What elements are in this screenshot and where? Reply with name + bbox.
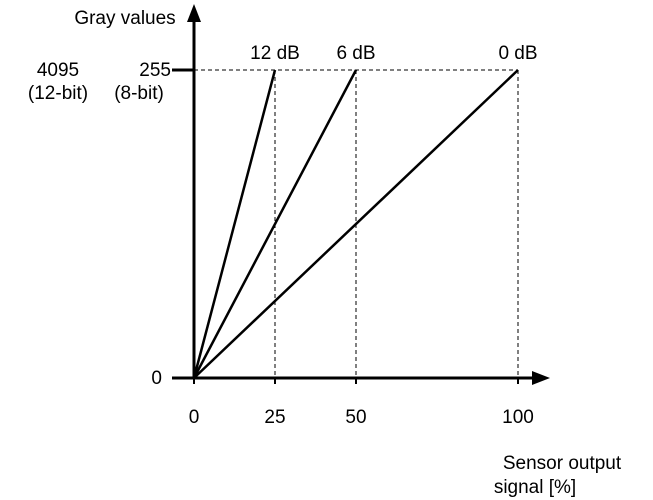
x-tick-label-0: 0 <box>189 407 200 428</box>
series-line-12-db <box>192 69 277 379</box>
series-line-0-db <box>193 69 519 379</box>
x-tick-label-25: 25 <box>264 407 285 428</box>
series-label-0-db: 0 dB <box>498 43 537 64</box>
x-tick-labels: 0 25 50 100 <box>189 378 534 428</box>
y-label-zero: 0 <box>151 368 162 389</box>
y-axis-arrow <box>187 4 201 22</box>
y-label-8bit: (8-bit) <box>114 83 164 104</box>
series-line-6-db <box>192 69 358 379</box>
y-label-12bit: (12-bit) <box>28 83 88 104</box>
y-label-255: 255 <box>139 60 171 81</box>
x-axis-label-line-1: Sensor output <box>503 453 622 474</box>
x-axis-arrow <box>532 371 550 385</box>
series-label-6-db: 6 dB <box>336 43 375 64</box>
series-lines <box>192 69 519 379</box>
y-label-4095: 4095 <box>37 60 79 81</box>
x-tick-label-100: 100 <box>502 407 534 428</box>
chart-labels: Gray values 4095 (12-bit) 255 (8-bit) 0 … <box>28 8 622 498</box>
series-labels: 12 dB 6 dB 0 dB <box>250 43 537 64</box>
series-label-12-db: 12 dB <box>250 43 300 64</box>
x-axis-label-line-2: signal [%] <box>494 477 576 498</box>
y-axis-label: Gray values <box>74 8 175 29</box>
axes <box>172 4 550 385</box>
x-tick-label-50: 50 <box>345 407 366 428</box>
